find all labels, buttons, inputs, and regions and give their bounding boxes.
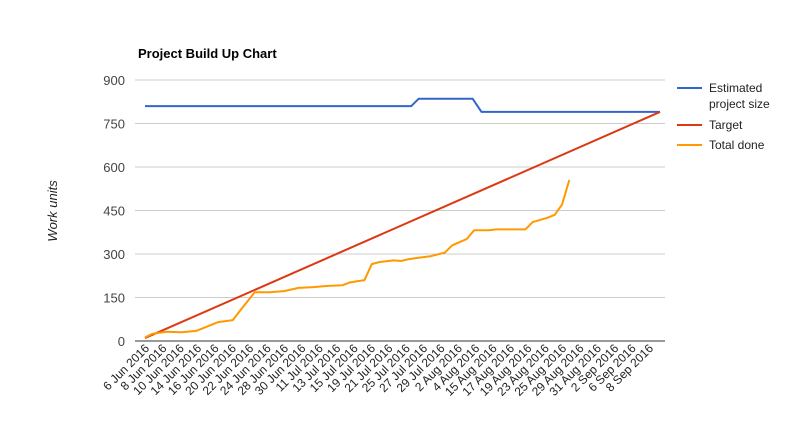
legend-label-0: Estimated bbox=[709, 81, 762, 95]
legend-label-2: Total done bbox=[709, 138, 765, 152]
grid bbox=[135, 79, 665, 342]
y-tick-label: 150 bbox=[103, 291, 125, 306]
y-tick-labels: 0 150 300 450 600 750 900 bbox=[103, 73, 125, 349]
y-tick-label: 300 bbox=[103, 247, 125, 262]
y-tick-label: 600 bbox=[103, 160, 125, 175]
series-lines bbox=[144, 97, 661, 340]
y-tick-label: 0 bbox=[118, 334, 125, 349]
legend-label-1: Target bbox=[709, 118, 743, 132]
y-tick-label: 900 bbox=[103, 73, 125, 88]
y-axis-label: Work units bbox=[45, 180, 60, 242]
y-tick-label: 450 bbox=[103, 204, 125, 219]
y-tick-label: 750 bbox=[103, 117, 125, 132]
series-line-0 bbox=[145, 97, 660, 113]
series-line-1 bbox=[144, 110, 661, 340]
chart-title: Project Build Up Chart bbox=[138, 46, 277, 61]
series-line-2 bbox=[144, 179, 571, 339]
legend: Estimated project size Target Total done bbox=[677, 81, 770, 152]
legend-label-0: project size bbox=[709, 97, 770, 111]
